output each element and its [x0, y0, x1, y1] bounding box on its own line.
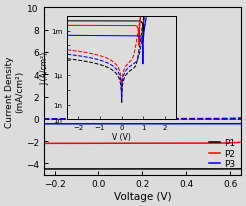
P3 [93, 123, 96, 125]
Line: P2: P2 [44, 143, 241, 144]
P3 [191, 123, 194, 125]
P1 [42, 168, 45, 170]
P1 [159, 168, 162, 170]
Legend: P1, P2, P3: P1, P2, P3 [207, 137, 237, 170]
P2 [42, 142, 45, 145]
X-axis label: Voltage (V): Voltage (V) [114, 191, 171, 201]
P3 [240, 123, 243, 125]
P2 [191, 142, 194, 145]
P1 [93, 168, 96, 170]
P3 [159, 123, 162, 125]
P1 [132, 168, 135, 170]
P3 [132, 123, 135, 125]
P1 [174, 168, 177, 170]
P3 [77, 123, 80, 125]
P3 [42, 123, 45, 125]
P2 [93, 142, 96, 145]
P1 [77, 168, 80, 170]
Y-axis label: Current Density
(mA/cm²): Current Density (mA/cm²) [5, 56, 24, 127]
P2 [159, 142, 162, 145]
P1 [240, 168, 243, 170]
P2 [240, 141, 243, 144]
P2 [132, 142, 135, 145]
P1 [191, 168, 194, 170]
P3 [174, 123, 177, 125]
P2 [174, 142, 177, 145]
P2 [77, 142, 80, 145]
